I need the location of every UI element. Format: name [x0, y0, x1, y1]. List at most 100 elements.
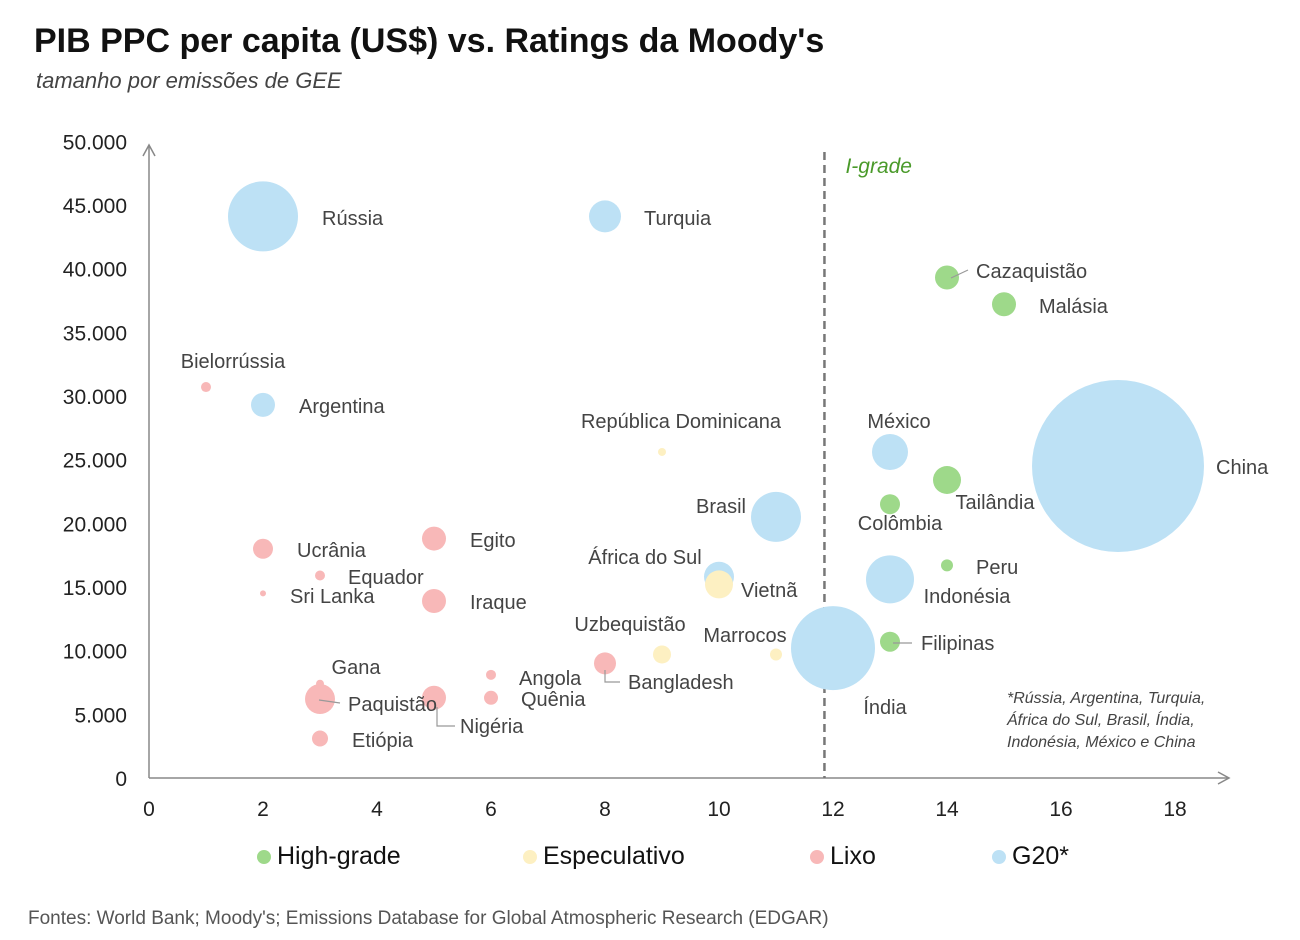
- bubble-vietnã: [705, 570, 733, 599]
- bubble-marrocos: [770, 648, 782, 661]
- g20-note-line-1: *Rússia, Argentina, Turquia,: [1007, 690, 1206, 707]
- data-label-índia: Índia: [863, 696, 907, 719]
- bubble-uzbequistão: [653, 645, 671, 664]
- legend-item-especulativo: Especulativo: [523, 842, 685, 871]
- leader-line: [318, 699, 341, 704]
- data-label-quênia: Quênia: [521, 689, 586, 711]
- legend-item-lixo: Lixo: [810, 842, 876, 871]
- y-tick-label: 40.000: [63, 259, 127, 282]
- y-tick-label: 20.000: [63, 513, 127, 536]
- x-tick-label: 8: [599, 798, 611, 821]
- y-tick-label: 50.000: [63, 131, 127, 154]
- data-label-etiópia: Etiópia: [352, 730, 414, 752]
- data-label-colômbia: Colômbia: [858, 513, 943, 535]
- bubble-rússia: [228, 181, 298, 252]
- leader-line: [950, 269, 969, 279]
- data-label-república-dominicana: República Dominicana: [581, 411, 782, 433]
- x-tick-label: 2: [257, 798, 269, 821]
- data-label-cazaquistão: Cazaquistão: [976, 261, 1087, 283]
- data-label-tailândia: Tailândia: [956, 492, 1036, 514]
- bubble-equador: [315, 570, 325, 581]
- bubble-bielorrússia: [201, 382, 211, 393]
- bubble-méxico: [872, 433, 908, 470]
- data-label-gana: Gana: [332, 657, 382, 679]
- data-label-iraque: Iraque: [470, 592, 527, 614]
- bubble-quênia: [484, 690, 498, 705]
- bubble-angola: [486, 669, 496, 680]
- y-tick-label: 25.000: [63, 450, 127, 473]
- legend-label: G20*: [1012, 842, 1069, 870]
- data-label-peru: Peru: [976, 557, 1018, 579]
- data-label-nigéria: Nigéria: [460, 716, 524, 738]
- data-label-angola: Angola: [519, 668, 582, 690]
- bubble-indonésia: [866, 555, 914, 604]
- data-label-brasil: Brasil: [696, 496, 746, 518]
- leader-line: [604, 670, 620, 683]
- leader-line: [436, 707, 455, 727]
- bubble-índia: [791, 606, 875, 691]
- data-label-paquistão: Paquistão: [348, 694, 437, 716]
- chart-subtitle: tamanho por emissões de GEE: [36, 68, 342, 93]
- data-label-turquia: Turquia: [644, 208, 712, 230]
- bubble-china: [1032, 379, 1204, 552]
- legend-item-g20: G20*: [992, 842, 1069, 871]
- bubble-filipinas: [880, 631, 900, 652]
- data-label-áfrica-do-sul: África do Sul: [588, 546, 701, 569]
- x-tick-label: 6: [485, 798, 497, 821]
- bubble-turquia: [589, 200, 621, 233]
- bubble-brasil: [751, 491, 801, 542]
- x-tick-label: 0: [143, 798, 155, 821]
- data-label-ucrânia: Ucrânia: [297, 540, 367, 562]
- x-tick-label: 14: [935, 798, 959, 821]
- x-tick-label: 12: [821, 798, 844, 821]
- y-tick-label: 15.000: [63, 577, 127, 600]
- data-label-vietnã: Vietnã: [741, 580, 798, 602]
- data-label-méxico: México: [867, 411, 930, 433]
- bubble-sri-lanka: [260, 590, 266, 597]
- y-tick-label: 0: [115, 768, 127, 791]
- investment-grade-label: I-grade: [845, 155, 912, 178]
- y-tick-label: 35.000: [63, 322, 127, 345]
- data-label-china: China: [1216, 457, 1269, 479]
- bubble-argentina: [251, 392, 275, 417]
- legend-dot-icon: [257, 849, 271, 864]
- data-label-bangladesh: Bangladesh: [628, 672, 734, 694]
- data-label-uzbequistão: Uzbequistão: [574, 614, 685, 636]
- legend-label: Lixo: [830, 842, 876, 870]
- bubble-bangladesh: [594, 652, 616, 675]
- y-tick-label: 30.000: [63, 386, 127, 409]
- data-label-indonésia: Indonésia: [924, 586, 1012, 608]
- legend-dot-icon: [810, 849, 824, 864]
- data-label-malásia: Malásia: [1039, 296, 1109, 318]
- bubble-etiópia: [312, 730, 328, 747]
- source-note: Fontes: World Bank; Moody's; Emissions D…: [28, 908, 829, 929]
- bubble-peru: [941, 559, 953, 572]
- x-axis-arrow-icon: [1217, 771, 1231, 785]
- chart-title: PIB PPC per capita (US$) vs. Ratings da …: [34, 22, 825, 60]
- bubble-nigéria: [422, 685, 446, 710]
- legend-dot-icon: [992, 849, 1006, 864]
- bubble-paquistão: [305, 684, 335, 715]
- legend-item-high-grade: High-grade: [257, 842, 401, 871]
- data-label-argentina: Argentina: [299, 396, 385, 418]
- x-tick-label: 16: [1049, 798, 1072, 821]
- y-tick-label: 5.000: [74, 704, 127, 727]
- bubble-ucrânia: [253, 538, 273, 559]
- data-label-bielorrússia: Bielorrússia: [181, 351, 286, 373]
- bubble-tailândia: [933, 466, 961, 495]
- bubble-iraque: [422, 588, 446, 613]
- data-label-marrocos: Marrocos: [703, 625, 786, 647]
- g20-note-line-3: Indonésia, México e China: [1007, 734, 1196, 751]
- data-label-rússia: Rússia: [322, 208, 384, 230]
- data-label-filipinas: Filipinas: [921, 633, 994, 655]
- bubble-colômbia: [880, 494, 900, 515]
- x-tick-label: 10: [707, 798, 730, 821]
- legend-label: High-grade: [277, 842, 401, 870]
- legend-dot-icon: [523, 849, 537, 864]
- x-tick-label: 4: [371, 798, 383, 821]
- y-tick-label: 10.000: [63, 641, 127, 664]
- bubble-malásia: [992, 292, 1016, 317]
- y-tick-label: 45.000: [63, 195, 127, 218]
- data-label-egito: Egito: [470, 530, 516, 552]
